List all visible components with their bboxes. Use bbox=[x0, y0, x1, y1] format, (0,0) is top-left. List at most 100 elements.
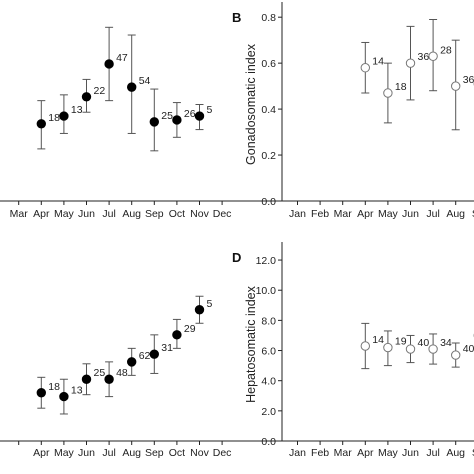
data-point: 14 bbox=[360, 41, 384, 94]
data-point: 36 bbox=[451, 39, 474, 131]
x-tick-label: Aug bbox=[122, 447, 141, 459]
data-point: 47 bbox=[104, 26, 128, 102]
data-point: 18 bbox=[383, 62, 407, 124]
sample-size-label: 54 bbox=[139, 75, 151, 87]
data-point: 54 bbox=[127, 34, 151, 134]
x-tick-label: Se bbox=[472, 447, 474, 459]
data-point: 40 bbox=[405, 334, 429, 364]
x-tick-label: Feb bbox=[311, 447, 329, 459]
y-axis-label: Gonadosomatic index bbox=[244, 43, 258, 165]
x-tick-label: Nov bbox=[190, 447, 209, 459]
x-tick-label: May bbox=[54, 447, 75, 459]
data-point: 26 bbox=[172, 102, 196, 138]
data-point: 22 bbox=[81, 78, 106, 113]
y-axis-label: Hepatosomatic index bbox=[244, 285, 258, 402]
panel-a: bMarAprMayJunJulAugSepOctNovDec181322475… bbox=[0, 26, 474, 220]
data-point: 31 bbox=[149, 334, 173, 374]
y-tick-label: 0.8 bbox=[261, 12, 276, 24]
x-tick-label: Dec bbox=[213, 208, 232, 220]
sample-size-label: 18 bbox=[395, 81, 407, 93]
marker-filled bbox=[127, 357, 137, 367]
marker-filled bbox=[59, 111, 69, 121]
marker-filled bbox=[172, 330, 182, 340]
sample-size-label: 62 bbox=[139, 350, 151, 362]
x-tick-label: Apr bbox=[357, 208, 374, 220]
y-tick-label: 0.4 bbox=[261, 104, 276, 116]
data-point: 5 bbox=[194, 295, 213, 324]
data-point: 48 bbox=[104, 361, 128, 398]
sample-size-label: 19 bbox=[395, 336, 407, 348]
y-tick-label: 0.0 bbox=[261, 436, 276, 448]
x-tick-label: Apr bbox=[33, 447, 50, 459]
x-tick-label: Sep bbox=[145, 208, 164, 220]
sample-size-label: 13 bbox=[71, 385, 83, 397]
sample-size-label: 22 bbox=[94, 85, 106, 97]
sample-size-label: 26 bbox=[184, 108, 196, 120]
sample-size-label: 25 bbox=[161, 110, 173, 122]
x-tick-label: May bbox=[54, 208, 75, 220]
x-tick-label: Aug bbox=[446, 208, 465, 220]
marker-open bbox=[360, 63, 370, 73]
marker-filled bbox=[36, 119, 46, 129]
x-tick-label: Apr bbox=[33, 208, 50, 220]
data-point: 62 bbox=[127, 347, 151, 376]
marker-open bbox=[451, 81, 461, 91]
x-tick-label: Jan bbox=[289, 447, 306, 459]
marker-open bbox=[383, 88, 393, 98]
y-tick-label: 12.0 bbox=[256, 255, 277, 267]
data-point: 36 bbox=[405, 25, 430, 101]
data-point: 14 bbox=[360, 322, 384, 370]
x-tick-label: Aug bbox=[446, 447, 465, 459]
marker-filled bbox=[149, 349, 160, 359]
x-tick-label: Jun bbox=[78, 208, 95, 220]
marker-open bbox=[383, 342, 393, 353]
x-tick-label: Mar bbox=[334, 208, 353, 220]
data-point: 18 bbox=[36, 376, 60, 409]
x-tick-label: Jul bbox=[426, 208, 439, 220]
x-tick-label: Feb bbox=[311, 208, 329, 220]
marker-filled bbox=[36, 388, 46, 398]
data-point: 28 bbox=[428, 18, 452, 92]
x-tick-label: Jul bbox=[102, 208, 115, 220]
y-tick-label: 2.0 bbox=[261, 406, 276, 418]
data-point: 19 bbox=[383, 330, 407, 367]
x-tick-label: Mar bbox=[10, 208, 29, 220]
x-tick-label: Apr bbox=[357, 447, 374, 459]
data-point: 34 bbox=[428, 333, 452, 365]
marker-filled bbox=[104, 59, 114, 69]
x-tick-label: Jan bbox=[289, 208, 306, 220]
data-point: 13 bbox=[59, 378, 83, 415]
x-tick-label: Se bbox=[472, 208, 474, 220]
marker-open bbox=[405, 58, 416, 68]
marker-filled bbox=[81, 92, 92, 102]
sample-size-label: 28 bbox=[440, 44, 452, 56]
sample-size-label: 48 bbox=[116, 367, 128, 379]
x-tick-label: Oct bbox=[169, 447, 185, 459]
marker-open bbox=[428, 344, 438, 354]
sample-size-label: 25 bbox=[94, 367, 106, 379]
x-tick-label: Aug bbox=[122, 208, 141, 220]
data-point: 5 bbox=[194, 104, 213, 131]
sample-size-label: 5 bbox=[207, 104, 213, 116]
sample-size-label: 13 bbox=[71, 104, 83, 116]
sample-size-label: 18 bbox=[48, 112, 60, 124]
marker-filled bbox=[172, 115, 182, 125]
y-tick-label: 0.2 bbox=[261, 150, 276, 162]
y-tick-label: 4.0 bbox=[261, 376, 276, 388]
sample-size-label: 18 bbox=[48, 381, 60, 393]
marker-open bbox=[405, 344, 416, 354]
sample-size-label: 36 bbox=[418, 51, 430, 63]
x-tick-label: Dec bbox=[213, 447, 232, 459]
data-point: 25 bbox=[149, 88, 173, 152]
x-tick-label: Oct bbox=[169, 208, 185, 220]
marker-open bbox=[428, 51, 438, 61]
sample-size-label: 14 bbox=[372, 334, 384, 346]
x-tick-label: Jun bbox=[402, 208, 419, 220]
marker-filled bbox=[149, 117, 160, 127]
data-point: 29 bbox=[172, 318, 196, 349]
marker-open bbox=[451, 350, 461, 360]
